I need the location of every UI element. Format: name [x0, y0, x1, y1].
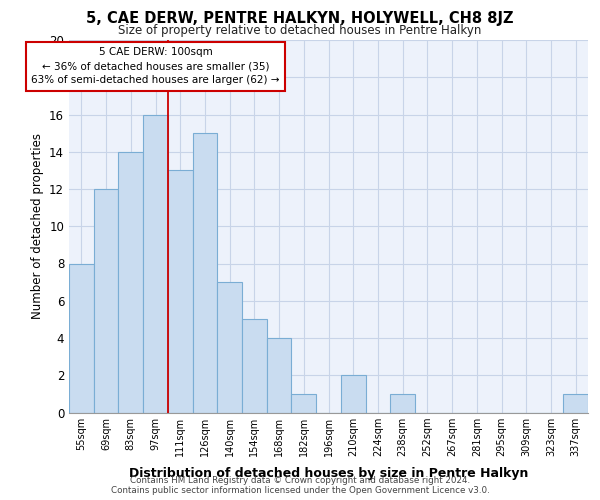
Text: Contains public sector information licensed under the Open Government Licence v3: Contains public sector information licen… — [110, 486, 490, 495]
Bar — [168, 170, 193, 412]
Bar — [193, 133, 217, 412]
Text: Contains HM Land Registry data © Crown copyright and database right 2024.: Contains HM Land Registry data © Crown c… — [130, 476, 470, 485]
Text: 5 CAE DERW: 100sqm
← 36% of detached houses are smaller (35)
63% of semi-detache: 5 CAE DERW: 100sqm ← 36% of detached hou… — [31, 48, 280, 86]
Y-axis label: Number of detached properties: Number of detached properties — [31, 133, 44, 320]
Bar — [118, 152, 143, 412]
Bar — [292, 394, 316, 412]
Text: Size of property relative to detached houses in Pentre Halkyn: Size of property relative to detached ho… — [118, 24, 482, 37]
Bar — [390, 394, 415, 412]
Text: 5, CAE DERW, PENTRE HALKYN, HOLYWELL, CH8 8JZ: 5, CAE DERW, PENTRE HALKYN, HOLYWELL, CH… — [86, 11, 514, 26]
Bar — [143, 114, 168, 412]
Bar — [217, 282, 242, 412]
Bar — [242, 320, 267, 412]
Bar — [267, 338, 292, 412]
Bar — [69, 264, 94, 412]
Bar — [563, 394, 588, 412]
X-axis label: Distribution of detached houses by size in Pentre Halkyn: Distribution of detached houses by size … — [129, 468, 528, 480]
Bar — [94, 189, 118, 412]
Bar — [341, 375, 365, 412]
